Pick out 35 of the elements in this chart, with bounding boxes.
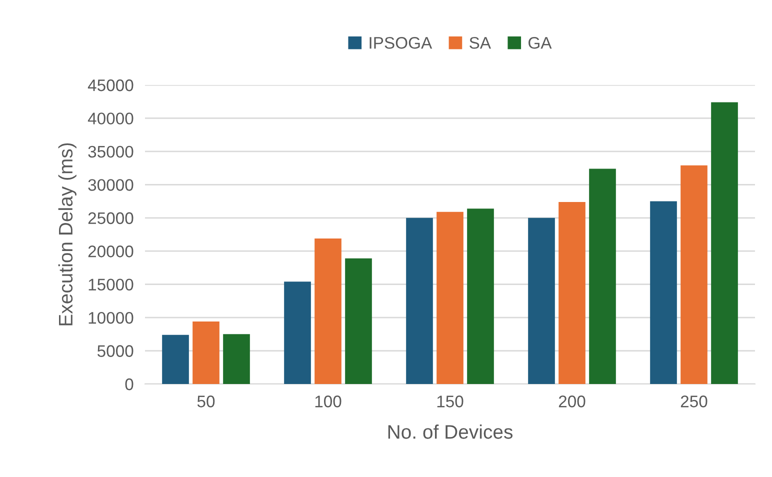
x-tick-label: 200 (558, 396, 586, 408)
bar (345, 258, 372, 384)
bar (162, 334, 189, 384)
bar (284, 282, 311, 384)
x-tick-label: 100 (315, 396, 342, 408)
bar (406, 218, 433, 384)
bar (650, 201, 677, 384)
legend-label: IPSOGA (370, 36, 432, 49)
bar (223, 334, 250, 384)
y-tick-label: 5000 (97, 345, 134, 357)
bar (711, 102, 738, 384)
bar (558, 202, 586, 384)
y-tick-label: 25000 (88, 212, 134, 224)
bar (680, 165, 708, 384)
bar (436, 212, 464, 384)
legend-label: GA (528, 36, 552, 49)
bar (528, 218, 555, 384)
y-tick-label: 20000 (88, 246, 134, 258)
bar (589, 168, 616, 384)
bar (192, 322, 220, 384)
x-tick-label: 150 (437, 396, 464, 408)
y-tick-label: 35000 (88, 146, 134, 158)
legend-label: SA (470, 36, 491, 49)
bar (314, 238, 342, 384)
y-tick-label: 30000 (88, 179, 134, 191)
y-tick-label: 45000 (88, 79, 134, 92)
x-tick-label: 50 (197, 396, 215, 408)
y-tick-label: 0 (125, 378, 134, 390)
y-tick-label: 10000 (88, 312, 134, 324)
x-axis-title: No. of Devices (388, 424, 513, 439)
y-tick-label: 40000 (88, 112, 134, 124)
x-tick-label: 250 (680, 396, 708, 408)
y-tick-label: 15000 (88, 278, 134, 291)
bar (467, 208, 494, 384)
y-axis-title: Execution Delay (ms) (58, 143, 76, 326)
